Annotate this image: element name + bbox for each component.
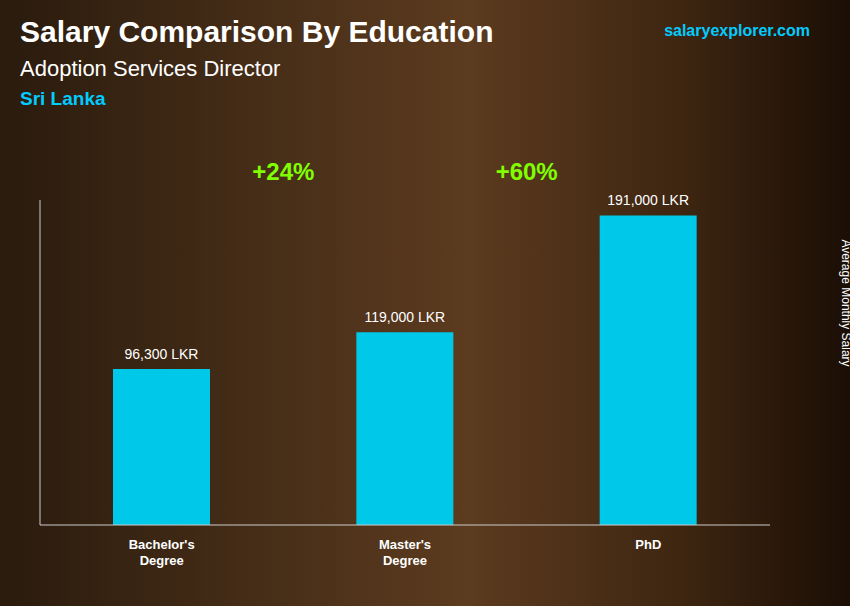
svg-text:96,300 LKR: 96,300 LKR (125, 346, 199, 362)
svg-text:PhD: PhD (635, 537, 661, 552)
svg-text:Master'sDegree: Master'sDegree (379, 537, 431, 568)
html-text:salaryexplorer.com: salaryexplorer.com (664, 22, 810, 39)
html-text:Adoption Services Director: Adoption Services Director (20, 56, 281, 81)
html-text:+24%: +24% (252, 158, 315, 185)
svg-text:119,000 LKR: 119,000 LKR (364, 309, 445, 325)
html-text:Sri Lanka: Sri Lanka (20, 88, 106, 109)
svg-text:191,000 LKR: 191,000 LKR (607, 192, 689, 208)
html-text:+60%: +60% (495, 158, 558, 185)
html-text:Salary Comparison By Education: Salary Comparison By Education (20, 15, 494, 48)
svg-text:Bachelor'sDegree: Bachelor'sDegree (129, 537, 195, 568)
